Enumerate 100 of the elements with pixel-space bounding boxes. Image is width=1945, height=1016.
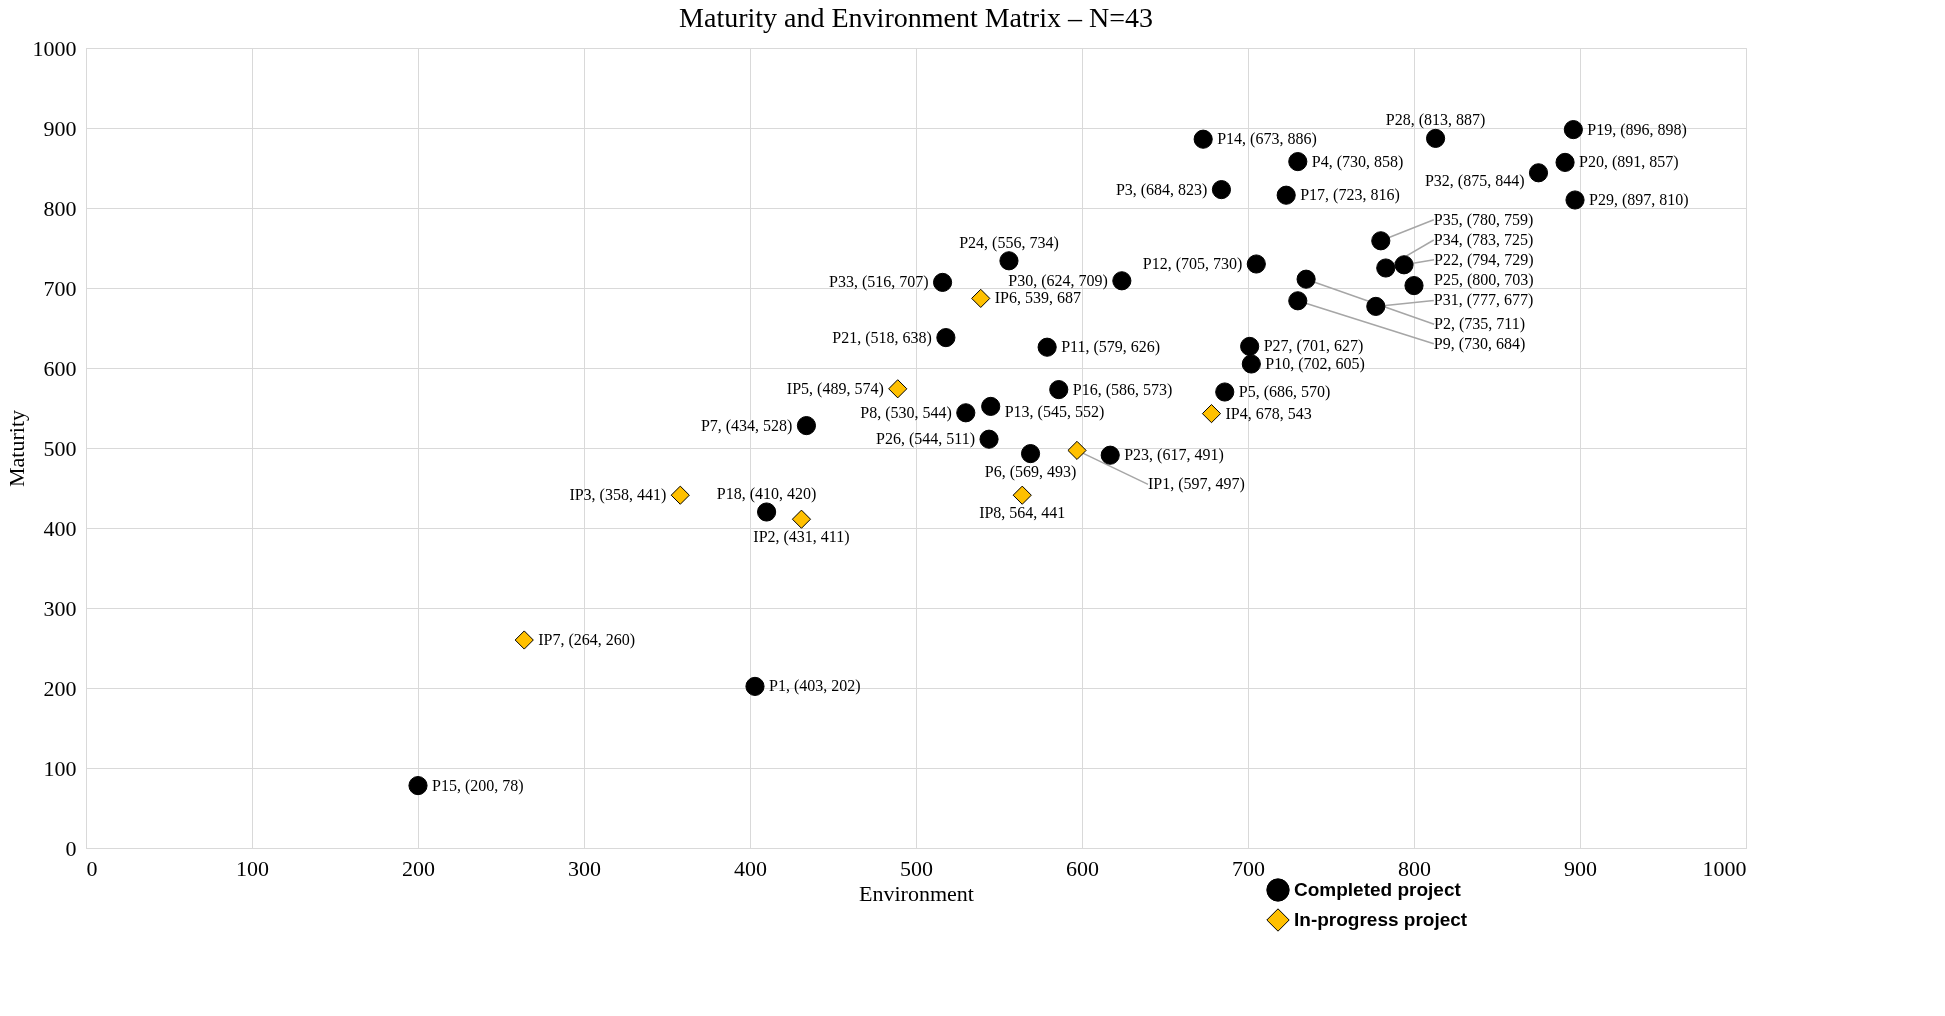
x-axis-title: Environment: [859, 880, 974, 906]
y-tick-label: 800: [43, 195, 77, 221]
data-label: P2, (735, 711): [1434, 315, 1526, 334]
point: [1565, 190, 1585, 210]
point: [1020, 444, 1041, 464]
data-label: P30, (624, 709): [1008, 271, 1108, 290]
data-label: IP3, (358, 441): [569, 486, 667, 505]
data-label: P20, (891, 857): [1579, 153, 1679, 172]
point: [888, 379, 908, 399]
data-label: P9, (730, 684): [1433, 334, 1526, 353]
x-tick-label: 300: [568, 855, 601, 881]
data-label: P25, (800, 703): [1434, 270, 1534, 289]
data-label: P16, (586, 573): [1072, 380, 1173, 399]
x-tick-label: 100: [236, 855, 269, 881]
point: [791, 509, 812, 529]
y-tick-label: 0: [65, 835, 77, 861]
data-label: P22, (794, 729): [1434, 250, 1534, 269]
point: [932, 272, 953, 292]
point: [1276, 185, 1296, 205]
point: [1240, 336, 1260, 356]
point: [745, 676, 765, 696]
legend-label: Completed project: [1294, 879, 1462, 900]
data-label: P18, (410, 420): [716, 485, 817, 503]
data-label: P13, (545, 552): [1004, 403, 1105, 422]
point: [956, 403, 976, 423]
data-label: P31, (777, 677): [1433, 291, 1534, 310]
x-tick-label: 900: [1564, 855, 1597, 881]
point: [999, 251, 1019, 271]
point: [796, 416, 817, 436]
data-label: IP6, 539, 687: [994, 289, 1081, 307]
data-label: P27, (701, 627): [1263, 337, 1364, 356]
x-tick-label: 1000: [1702, 855, 1747, 881]
y-tick-label: 1000: [32, 35, 77, 61]
point: [971, 288, 991, 308]
y-tick-label: 900: [43, 115, 77, 141]
point: [1288, 291, 1308, 311]
point: [1049, 380, 1069, 400]
point: [1394, 255, 1414, 275]
data-label: P7, (434, 528): [700, 416, 793, 435]
y-tick-label: 200: [43, 675, 77, 701]
data-label: P26, (544, 511): [876, 430, 976, 449]
data-label: P32, (875, 844): [1424, 171, 1525, 190]
x-tick-label: 800: [1398, 855, 1431, 881]
point: [1201, 404, 1222, 424]
point: [1112, 271, 1132, 291]
data-label: IP2, (431, 411): [753, 528, 850, 547]
point: [514, 630, 534, 650]
y-tick-label: 300: [43, 595, 77, 621]
data-label: P35, (780, 759): [1433, 210, 1534, 229]
data-label: IP1, (597, 497): [1148, 475, 1245, 494]
data-label: P17, (723, 816): [1300, 186, 1400, 205]
point: [1100, 445, 1120, 465]
point: [1288, 152, 1308, 172]
point: [408, 776, 428, 796]
x-tick-label: 200: [402, 855, 435, 881]
data-label: P14, (673, 886): [1217, 130, 1317, 149]
y-tick-label: 100: [43, 755, 77, 781]
data-label: P6, (569, 493): [984, 462, 1077, 481]
data-label: P29, (897, 810): [1589, 191, 1689, 209]
y-axis-title: Maturity: [3, 410, 29, 487]
y-tick-label: 600: [43, 355, 77, 381]
data-label: IP7, (264, 260): [538, 631, 636, 649]
data-label: P21, (518, 638): [832, 328, 932, 347]
data-label: P24, (556, 734): [959, 233, 1059, 252]
point: [1376, 258, 1396, 278]
point: [1012, 485, 1032, 505]
data-label: P3, (684, 823): [1115, 180, 1208, 199]
point: [936, 328, 956, 348]
point: [1193, 129, 1213, 149]
y-tick-label: 400: [43, 515, 77, 541]
point: [1215, 382, 1235, 402]
data-label: P19, (896, 898): [1587, 120, 1687, 139]
data-label: P34, (783, 725): [1433, 231, 1534, 249]
data-label: IP5, (489, 574): [786, 379, 884, 398]
data-label: P4, (730, 858): [1311, 152, 1404, 171]
data-label: P28, (813, 887): [1385, 111, 1486, 130]
point: [670, 485, 690, 505]
x-tick-label: 0: [86, 855, 98, 881]
data-label: P5, (686, 570): [1238, 383, 1331, 401]
point: [1371, 231, 1391, 251]
point: [1211, 180, 1232, 200]
point: [1404, 276, 1424, 296]
point: [1563, 120, 1583, 140]
data-label: P12, (705, 730): [1142, 255, 1243, 273]
data-label: P15, (200, 78): [432, 776, 524, 795]
x-tick-label: 700: [1232, 855, 1265, 881]
data-label: P1, (403, 202): [768, 677, 861, 696]
x-tick-label: 600: [1066, 855, 1099, 881]
data-label: IP8, 564, 441: [979, 504, 1066, 522]
data-label: P11, (579, 626): [1061, 338, 1161, 357]
data-label: P8, (530, 544): [860, 403, 952, 422]
data-label: P10, (702, 605): [1265, 355, 1365, 373]
data-label: P23, (617, 491): [1124, 446, 1224, 465]
point: [1246, 254, 1266, 274]
point: [1241, 354, 1261, 374]
x-tick-label: 400: [734, 855, 767, 881]
point: [1296, 269, 1316, 289]
data-label: P33, (516, 707): [829, 273, 929, 292]
point: [1555, 152, 1575, 172]
data-label: IP4, 678, 543: [1225, 404, 1312, 422]
